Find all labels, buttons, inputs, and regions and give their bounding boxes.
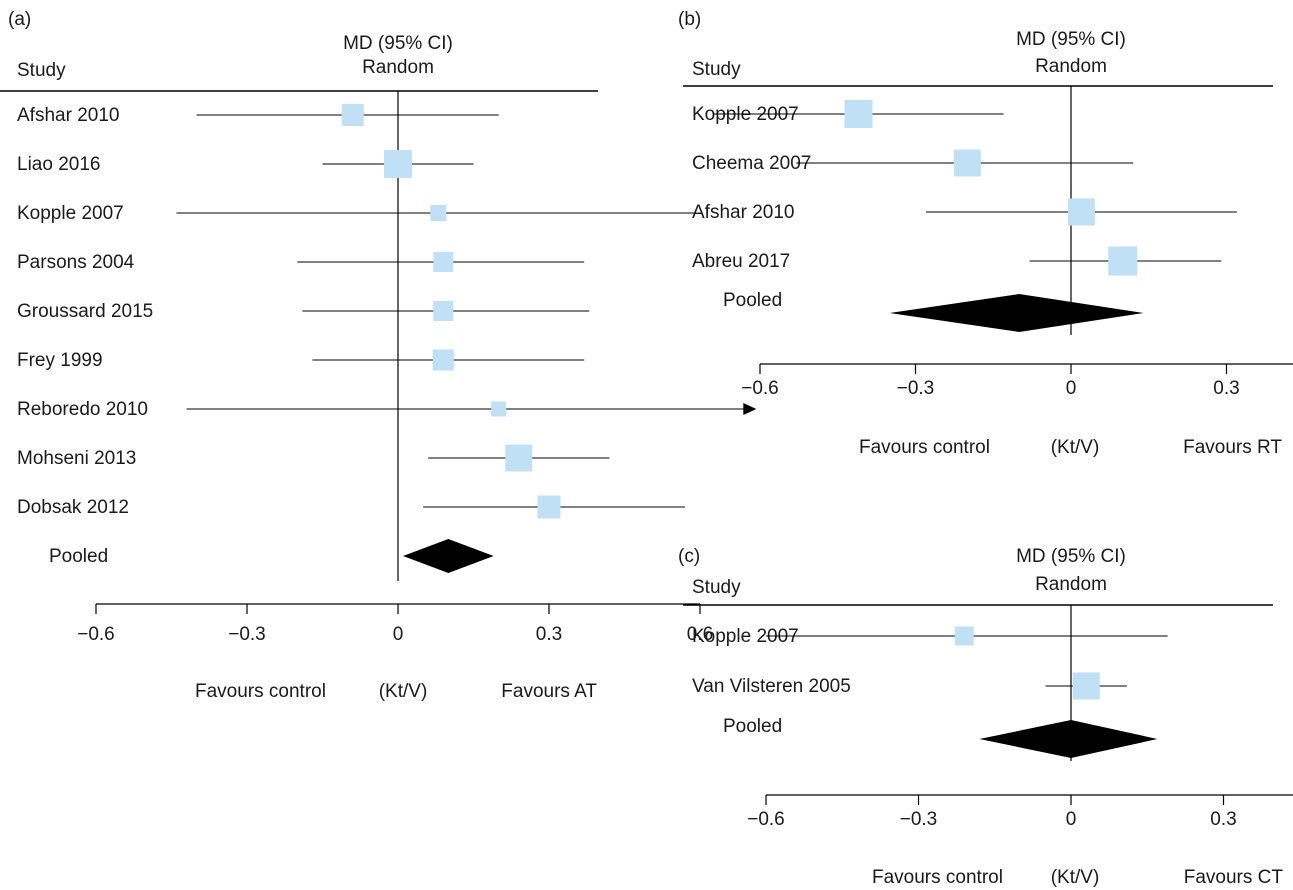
study-square [1072,672,1100,700]
pooled-label: Pooled [723,716,782,737]
study-label: Afshar 2010 [17,105,119,126]
study-square [430,205,447,221]
column-header-effect: MD (95% CI) [1016,29,1126,50]
column-header-model: Random [362,57,434,78]
panel-label: (c) [678,546,700,567]
pooled-diamond [403,539,494,573]
study-label: Kopple 2007 [692,626,799,647]
axis-unit-label: (Kt/V) [1051,867,1100,888]
x-tick-label: −0.3 [228,624,266,645]
panel-label: (a) [8,9,31,30]
study-square [491,401,507,417]
pooled-diamond [889,294,1144,332]
favours-right-label: Favours AT [501,681,597,702]
x-tick-label: 0.3 [1210,809,1236,830]
study-label: Dobsak 2012 [17,497,129,518]
favours-left-label: Favours control [195,681,326,702]
study-square [433,252,454,272]
study-square [953,149,981,177]
study-label: Frey 1999 [17,350,103,371]
study-square [954,626,974,646]
study-label: Cheema 2007 [692,153,811,174]
favours-right-label: Favours CT [1184,867,1284,888]
study-label: Afshar 2010 [692,202,794,223]
x-tick-label: 0 [1066,378,1077,399]
x-tick-label: −0.3 [897,378,935,399]
panel-label: (b) [678,9,701,30]
x-tick-label: 0 [1066,809,1077,830]
study-label: Liao 2016 [17,154,100,175]
x-tick-label: −0.6 [77,624,115,645]
study-square [844,100,873,128]
column-header-model: Random [1035,56,1107,77]
favours-right-label: Favours RT [1183,437,1282,458]
study-label: Groussard 2015 [17,301,153,322]
study-label: Mohseni 2013 [17,448,136,469]
study-square [1067,198,1095,226]
axis-unit-label: (Kt/V) [1051,437,1100,458]
study-square [341,104,364,126]
study-square [433,301,454,321]
column-header-study: Study [692,59,741,80]
study-square [1108,246,1138,276]
column-header-study: Study [692,577,741,598]
study-square [384,150,412,178]
favours-left-label: Favours control [859,437,990,458]
pooled-label: Pooled [723,290,782,311]
study-square [505,444,533,472]
pooled-label: Pooled [49,546,108,567]
x-tick-label: 0.3 [1213,378,1239,399]
column-header-study: Study [17,60,66,81]
study-label: Reboredo 2010 [17,399,148,420]
study-square [537,495,561,519]
column-header-effect: MD (95% CI) [1016,546,1126,567]
pooled-diamond [979,720,1158,758]
study-label: Abreu 2017 [692,251,790,272]
x-tick-label: −0.3 [900,809,938,830]
x-tick-label: 0 [393,624,404,645]
favours-left-label: Favours control [872,867,1003,888]
study-square [432,349,454,371]
x-tick-label: 0.3 [536,624,562,645]
column-header-effect: MD (95% CI) [343,33,453,54]
x-tick-label: −0.6 [741,378,779,399]
axis-unit-label: (Kt/V) [379,681,428,702]
study-label: Van Vilsteren 2005 [692,676,851,697]
study-label: Kopple 2007 [17,203,124,224]
ci-arrow-right [743,403,757,415]
study-label: Parsons 2004 [17,252,135,273]
x-tick-label: −0.6 [747,809,785,830]
column-header-model: Random [1035,574,1107,595]
x-tick-label: 0.6 [687,624,713,645]
